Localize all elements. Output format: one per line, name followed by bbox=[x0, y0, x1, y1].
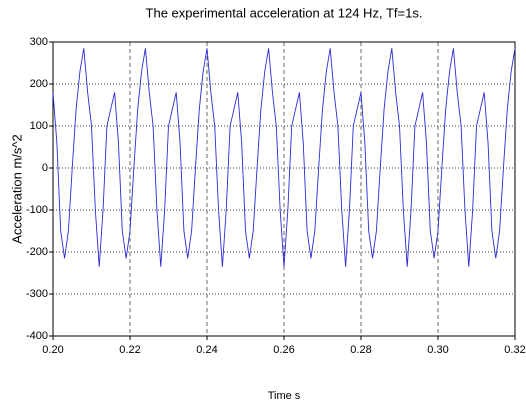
y-axis-label: Acceleration m/s^2 bbox=[9, 134, 24, 243]
y-tick-label: -300 bbox=[26, 288, 48, 300]
y-tick-label: 300 bbox=[30, 36, 48, 48]
chart-title: The experimental acceleration at 124 Hz,… bbox=[146, 5, 423, 20]
x-tick-label: 0.26 bbox=[273, 344, 294, 356]
x-tick-label: 0.24 bbox=[196, 344, 217, 356]
y-tick-label: 100 bbox=[30, 120, 48, 132]
y-tick-label: 0 bbox=[42, 162, 48, 174]
data-line bbox=[52, 48, 516, 267]
x-tick-label: 0.28 bbox=[350, 344, 371, 356]
x-tick-label: 0.22 bbox=[119, 344, 140, 356]
x-axis-label: Time s bbox=[268, 390, 301, 402]
plot-frame bbox=[52, 41, 516, 337]
y-tick-label: 200 bbox=[30, 78, 48, 90]
y-tick-label: -400 bbox=[26, 330, 48, 342]
x-tick-label: 0.30 bbox=[427, 344, 448, 356]
x-tick-label: 0.32 bbox=[504, 344, 525, 356]
x-tick-label: 0.20 bbox=[42, 344, 63, 356]
y-tick-label: -200 bbox=[26, 246, 48, 258]
y-tick-label: -100 bbox=[26, 204, 48, 216]
